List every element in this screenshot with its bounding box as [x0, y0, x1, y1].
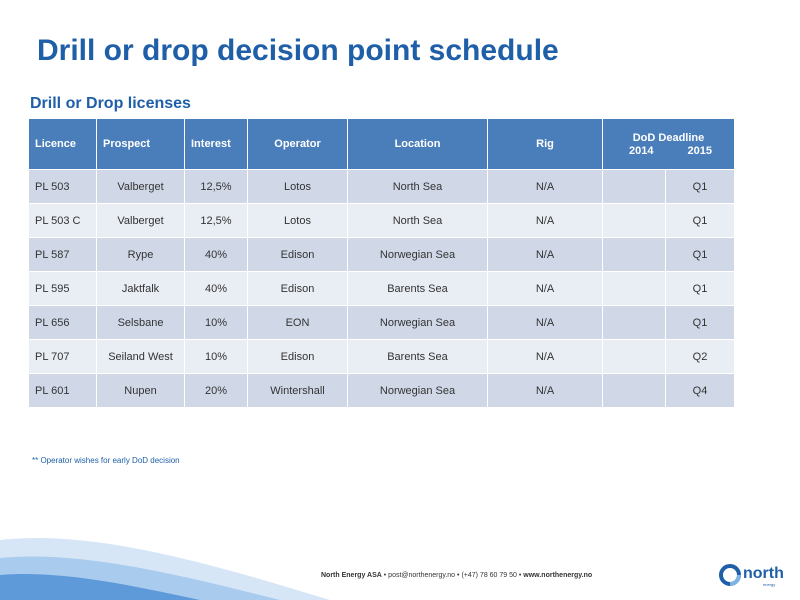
- cell-operator: EON: [247, 305, 348, 340]
- cell-licence: PL 601: [28, 373, 97, 408]
- cell-licence: PL 707: [28, 339, 97, 374]
- north-energy-logo: north energy: [719, 562, 799, 592]
- cell-location: North Sea: [347, 169, 488, 204]
- cell-prospect: Rype: [96, 237, 185, 272]
- swirl-logo-icon: [719, 564, 741, 586]
- cell-2014: [602, 305, 666, 340]
- cell-rig: N/A: [487, 203, 603, 238]
- header-interest: Interest: [184, 118, 248, 170]
- cell-operator: Wintershall: [247, 373, 348, 408]
- cell-licence: PL 503: [28, 169, 97, 204]
- cell-operator: Lotos: [247, 169, 348, 204]
- cell-rig: N/A: [487, 237, 603, 272]
- table-row: PL 503 Valberget 12,5% Lotos North Sea N…: [28, 169, 735, 204]
- cell-prospect: Valberget: [96, 203, 185, 238]
- header-year-2014: 2014: [629, 144, 654, 157]
- cell-2015: Q1: [665, 305, 735, 340]
- cell-2015: Q1: [665, 237, 735, 272]
- cell-2014: [602, 373, 666, 408]
- cell-rig: N/A: [487, 271, 603, 306]
- cell-licence: PL 503 C: [28, 203, 97, 238]
- cell-rig: N/A: [487, 305, 603, 340]
- header-licence: Licence: [28, 118, 97, 170]
- section-subtitle: Drill or Drop licenses: [30, 95, 191, 112]
- cell-2014: [602, 169, 666, 204]
- cell-operator: Edison: [247, 271, 348, 306]
- cell-location: North Sea: [347, 203, 488, 238]
- cell-location: Barents Sea: [347, 339, 488, 374]
- header-location: Location: [347, 118, 488, 170]
- table-row: PL 707 Seiland West 10% Edison Barents S…: [28, 339, 735, 374]
- dod-deadline-label: DoD Deadline: [632, 131, 705, 144]
- table-row: PL 595 Jaktfalk 40% Edison Barents Sea N…: [28, 271, 735, 306]
- cell-location: Norwegian Sea: [347, 237, 488, 272]
- logo-wordmark: north: [743, 565, 784, 582]
- page-title: Drill or drop decision point schedule: [37, 34, 559, 67]
- cell-2015: Q1: [665, 203, 735, 238]
- footer-company: North Energy ASA: [321, 572, 382, 579]
- header-year-2015: 2015: [687, 144, 712, 157]
- cell-interest: 12,5%: [184, 203, 248, 238]
- dod-schedule-table: Licence Prospect Interest Operator Locat…: [28, 118, 735, 408]
- cell-operator: Lotos: [247, 203, 348, 238]
- cell-rig: N/A: [487, 373, 603, 408]
- cell-interest: 40%: [184, 271, 248, 306]
- cell-rig: N/A: [487, 169, 603, 204]
- cell-prospect: Selsbane: [96, 305, 185, 340]
- cell-operator: Edison: [247, 339, 348, 374]
- footer-website: www.northenergy.no: [523, 572, 593, 579]
- cell-operator: Edison: [247, 237, 348, 272]
- cell-location: Barents Sea: [347, 271, 488, 306]
- logo-subtext: energy: [763, 582, 776, 587]
- footer-phone: (+47) 78 60 79 50: [461, 572, 517, 579]
- table-row: PL 503 C Valberget 12,5% Lotos North Sea…: [28, 203, 735, 238]
- cell-2014: [602, 339, 666, 374]
- cell-2015: Q1: [665, 169, 735, 204]
- table-row: PL 601 Nupen 20% Wintershall Norwegian S…: [28, 373, 735, 408]
- footer-email: post@northenergy.no: [388, 572, 456, 579]
- table-header-row: Licence Prospect Interest Operator Locat…: [28, 118, 735, 170]
- cell-interest: 20%: [184, 373, 248, 408]
- cell-location: Norwegian Sea: [347, 305, 488, 340]
- decorative-wave: [0, 538, 330, 600]
- cell-licence: PL 595: [28, 271, 97, 306]
- cell-prospect: Seiland West: [96, 339, 185, 374]
- cell-2015: Q2: [665, 339, 735, 374]
- cell-2014: [602, 203, 666, 238]
- header-dod-deadline: DoD Deadline 2014 2015: [602, 118, 735, 170]
- cell-2014: [602, 271, 666, 306]
- cell-interest: 10%: [184, 305, 248, 340]
- header-rig: Rig: [487, 118, 603, 170]
- footnote: ** Operator wishes for early DoD decisio…: [32, 456, 180, 465]
- cell-prospect: Nupen: [96, 373, 185, 408]
- cell-rig: N/A: [487, 339, 603, 374]
- cell-licence: PL 587: [28, 237, 97, 272]
- cell-interest: 12,5%: [184, 169, 248, 204]
- cell-location: Norwegian Sea: [347, 373, 488, 408]
- cell-licence: PL 656: [28, 305, 97, 340]
- table-row: PL 587 Rype 40% Edison Norwegian Sea N/A…: [28, 237, 735, 272]
- header-prospect: Prospect: [96, 118, 185, 170]
- cell-2014: [602, 237, 666, 272]
- cell-prospect: Valberget: [96, 169, 185, 204]
- cell-2015: Q4: [665, 373, 735, 408]
- cell-2015: Q1: [665, 271, 735, 306]
- cell-interest: 40%: [184, 237, 248, 272]
- cell-interest: 10%: [184, 339, 248, 374]
- header-operator: Operator: [247, 118, 348, 170]
- footer-contact: North Energy ASA • post@northenergy.no •…: [321, 572, 593, 579]
- cell-prospect: Jaktfalk: [96, 271, 185, 306]
- table-row: PL 656 Selsbane 10% EON Norwegian Sea N/…: [28, 305, 735, 340]
